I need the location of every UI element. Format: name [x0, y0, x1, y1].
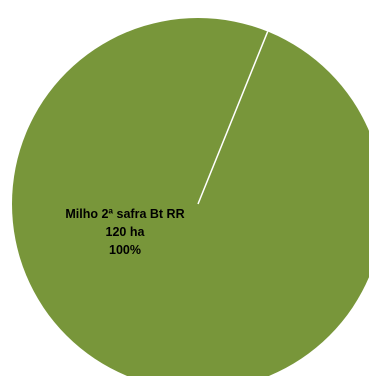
pie-slice-0 — [12, 18, 369, 376]
slice-percent-label: 100% — [109, 243, 141, 257]
slice-value-label: 120 ha — [105, 225, 145, 239]
slice-data-label: Milho 2ª safra Bt RR 120 ha 100% — [40, 205, 210, 259]
slice-separator-line — [197, 31, 269, 205]
slice-category-label: Milho 2ª safra Bt RR — [65, 207, 185, 221]
